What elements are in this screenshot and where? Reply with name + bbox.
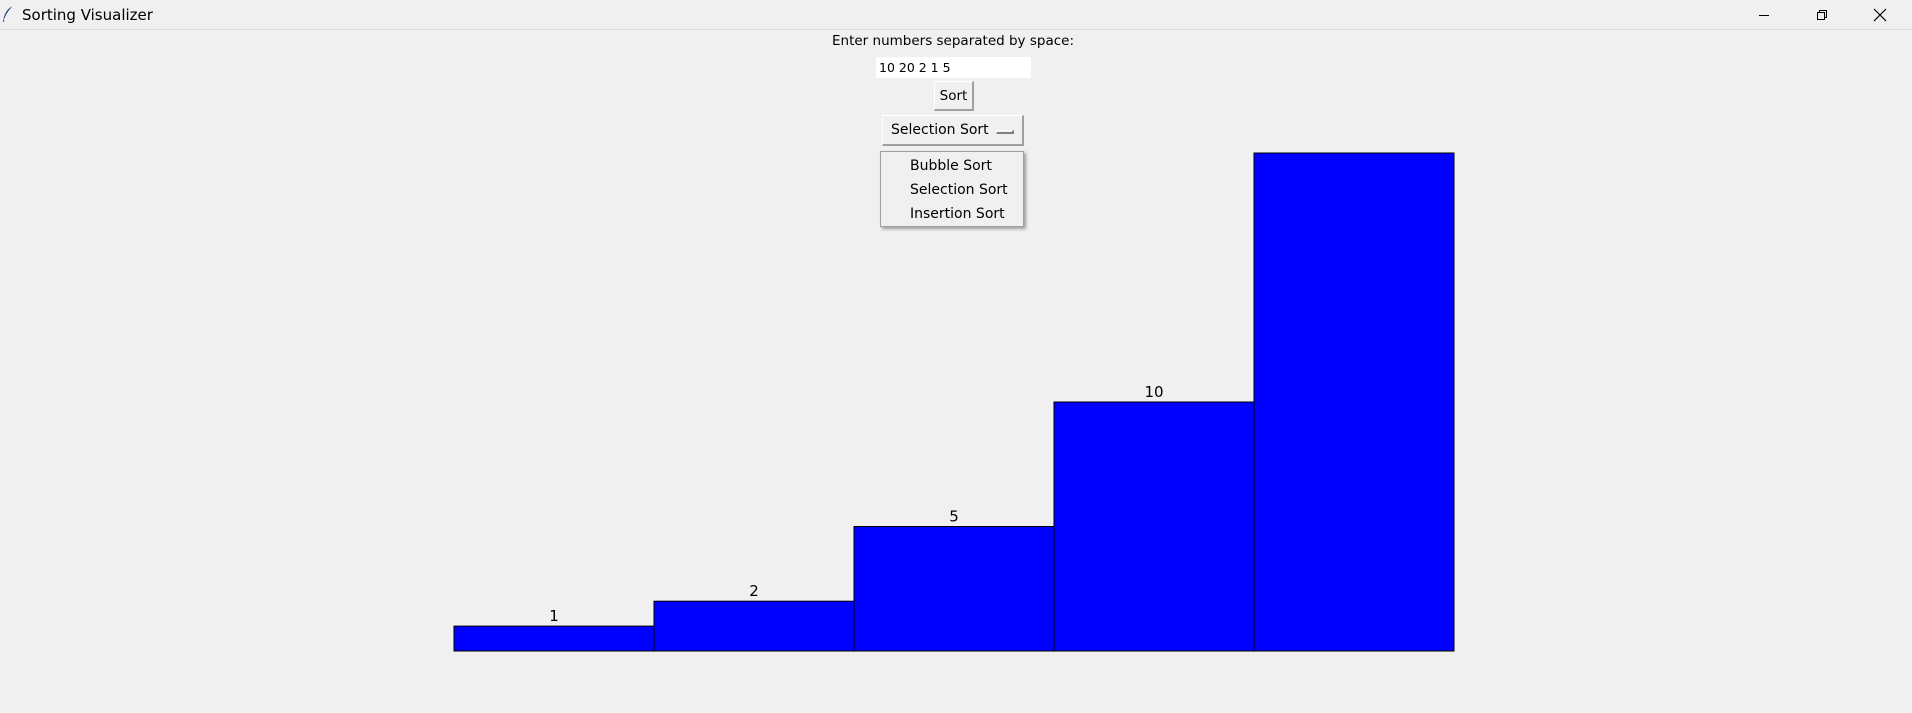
algorithm-menu: Bubble Sort Selection Sort Insertion Sor… (880, 151, 1024, 227)
restore-button[interactable] (1793, 0, 1851, 29)
dropdown-indicator-icon (996, 130, 1014, 134)
bar-label-3: 10 (1144, 383, 1163, 401)
menu-item-bubble-sort[interactable]: Bubble Sort (910, 158, 992, 174)
bar-label-0: 1 (549, 607, 559, 625)
bar-label-1: 2 (749, 582, 759, 600)
algorithm-dropdown[interactable]: Selection Sort (882, 115, 1024, 146)
title-bar[interactable]: Sorting Visualizer (0, 0, 1912, 30)
input-prompt-label: Enter numbers separated by space: (831, 33, 1074, 49)
bar-4 (1253, 152, 1455, 652)
minimize-button[interactable] (1735, 0, 1793, 29)
feather-icon (3, 5, 14, 22)
bar-1 (653, 600, 855, 652)
close-button[interactable] (1851, 0, 1909, 29)
bar-3 (1053, 401, 1255, 652)
menu-item-selection-sort[interactable]: Selection Sort (910, 182, 1008, 198)
window-title: Sorting Visualizer (22, 6, 153, 24)
menu-item-insertion-sort[interactable]: Insertion Sort (910, 206, 1005, 222)
algorithm-dropdown-value: Selection Sort (891, 122, 989, 138)
bar-0 (453, 625, 655, 652)
minimize-icon (1759, 14, 1769, 16)
sort-button[interactable]: Sort (934, 81, 974, 111)
bar-label-2: 5 (949, 508, 959, 526)
numbers-input[interactable] (876, 57, 1031, 78)
bar-2 (853, 526, 1055, 652)
restore-icon (1817, 9, 1827, 20)
close-icon (1873, 8, 1887, 21)
